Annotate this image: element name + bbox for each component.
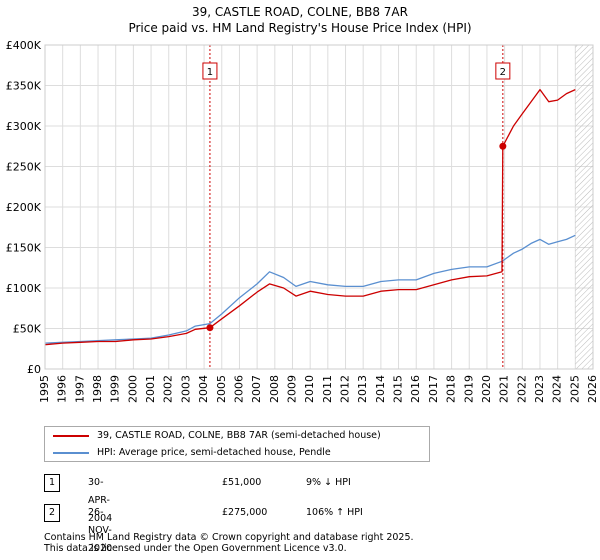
- x-tick-label: 2006: [232, 375, 245, 403]
- transaction-hpi-change: 9% ↓ HPI: [306, 477, 351, 488]
- annotation-box: [202, 62, 218, 80]
- transaction-hpi-change: 106% ↑ HPI: [306, 507, 363, 518]
- x-tick-label: 2018: [445, 375, 458, 403]
- chart-title: 39, CASTLE ROAD, COLNE, BB8 7AR: [192, 5, 408, 19]
- x-tick-label: 2023: [533, 375, 546, 403]
- transaction-number-badge: 2: [44, 504, 60, 522]
- transaction-date: 26-NOV-2020: [88, 507, 113, 554]
- x-tick-label: 1999: [109, 375, 122, 403]
- legend-swatch-property: [53, 434, 89, 437]
- forecast-hatch-region: [575, 45, 593, 369]
- legend: 39, CASTLE ROAD, COLNE, BB8 7AR (semi-de…: [44, 426, 430, 462]
- series-line-property: [44, 88, 576, 346]
- x-tick-label: 2026: [586, 375, 599, 403]
- x-tick-label: 2000: [126, 375, 139, 403]
- x-tick-label: 2024: [551, 375, 564, 403]
- legend-label-hpi: HPI: Average price, semi-detached house,…: [97, 447, 331, 458]
- price-chart: 1 2 £0 £50K £100K £150K £200K £250K £300K £350K £…: [6, 39, 599, 403]
- annotation-box: [495, 62, 511, 80]
- transaction-date: 30-APR-2004: [88, 477, 113, 524]
- x-tick-label: 2012: [339, 375, 352, 403]
- plot-frame: [44, 44, 594, 370]
- x-tick-label: 2014: [374, 375, 387, 403]
- x-tick-label: 2001: [144, 375, 157, 403]
- x-tick-label: 1996: [56, 375, 69, 403]
- x-tick-label: 2007: [250, 375, 263, 403]
- sale-point-marker: [206, 324, 214, 332]
- chart-subtitle: Price paid vs. HM Land Registry's House …: [128, 21, 472, 35]
- transaction-number-badge: 1: [44, 474, 60, 492]
- x-tick-label: 2003: [179, 375, 192, 403]
- x-tick-label: 2015: [392, 375, 405, 403]
- x-tick-label: 2022: [515, 375, 528, 403]
- y-tick-label: £150K: [6, 242, 42, 255]
- footer: Contains HM Land Registry data © Crown c…: [44, 532, 414, 554]
- x-tick-label: 1998: [91, 375, 104, 403]
- footer-copyright: Contains HM Land Registry data © Crown c…: [44, 532, 414, 543]
- y-tick-label: £300K: [6, 120, 42, 133]
- x-tick-label: 2010: [303, 375, 316, 403]
- x-tick-label: 2025: [568, 375, 581, 403]
- y-tick-label: £350K: [6, 80, 42, 93]
- x-tick-label: 1995: [38, 375, 51, 403]
- series-line-hpi: [44, 234, 576, 344]
- transaction-price: £275,000: [222, 507, 268, 518]
- transaction-price: £51,000: [222, 477, 262, 488]
- x-tick-label: 2005: [215, 375, 228, 403]
- y-tick-label: £0: [27, 363, 41, 376]
- x-tick-label: 2004: [197, 375, 210, 403]
- sale-point-marker: [499, 142, 507, 150]
- x-tick-label: 2002: [162, 375, 175, 403]
- x-tick-label: 2017: [427, 375, 440, 403]
- x-tick-label: 2020: [480, 375, 493, 403]
- x-tick-label: 2013: [356, 375, 369, 403]
- legend-item-hpi: HPI: Average price, semi-detached house,…: [53, 445, 331, 461]
- legend-label-property: 39, CASTLE ROAD, COLNE, BB8 7AR (semi-de…: [97, 430, 381, 441]
- chart-title-block: 39, CASTLE ROAD, COLNE, BB8 7AR Price pa…: [0, 4, 600, 36]
- legend-item-property: 39, CASTLE ROAD, COLNE, BB8 7AR (semi-de…: [53, 428, 381, 444]
- x-tick-label: 2009: [285, 375, 298, 403]
- annotation-label: 2: [500, 67, 506, 78]
- x-tick-label: 2021: [498, 375, 511, 403]
- y-tick-label: £100K: [6, 282, 42, 295]
- y-tick-label: £200K: [6, 201, 42, 214]
- y-tick-label: £400K: [6, 39, 42, 52]
- x-tick-label: 2019: [462, 375, 475, 403]
- x-tick-label: 1997: [73, 375, 86, 403]
- y-tick-label: £250K: [6, 161, 42, 174]
- annotation-label: 1: [207, 67, 213, 78]
- footer-licence: This data is licensed under the Open Gov…: [44, 543, 347, 554]
- x-tick-label: 2008: [268, 375, 281, 403]
- legend-swatch-hpi: [53, 451, 89, 454]
- x-tick-label: 2011: [321, 375, 334, 403]
- y-tick-label: £50K: [13, 323, 42, 336]
- x-tick-label: 2016: [409, 375, 422, 403]
